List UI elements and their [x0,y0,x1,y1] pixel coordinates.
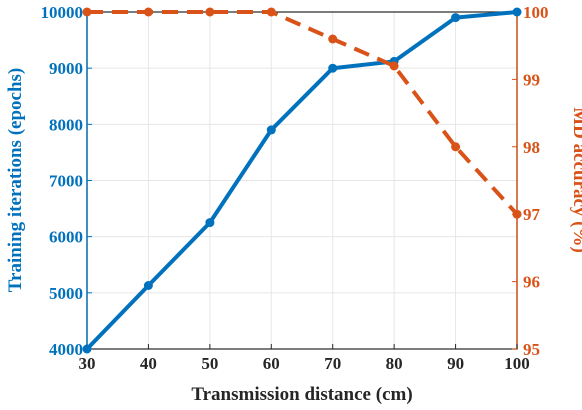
data-point-left [205,218,215,228]
data-point-right [205,7,215,17]
series-group [82,7,522,354]
data-point-right [512,209,522,219]
x-tick-label: 90 [447,354,464,373]
x-axis: 30 40 50 60 70 80 90 100 [79,344,530,373]
x-tick-label: 70 [324,354,341,373]
left-tick-label: 8000 [49,115,83,134]
left-tick-label: 7000 [49,172,83,191]
right-axis: 95 96 97 98 99 100 [512,3,549,359]
right-axis-title: MD accuracy (%) [569,107,582,253]
left-tick-label: 5000 [49,284,83,303]
data-point-left [328,63,338,73]
left-tick-label: 10000 [41,3,84,22]
x-tick-label: 50 [201,354,218,373]
x-tick-label: 60 [263,354,280,373]
data-point-right [266,7,276,17]
data-point-right [451,142,461,152]
left-tick-label: 6000 [49,228,83,247]
data-point-right [389,61,399,71]
right-tick-label: 99 [523,70,540,89]
x-axis-title: Transmission distance (cm) [191,384,412,405]
data-point-left [143,281,153,290]
x-tick-label: 40 [140,354,157,373]
grid [86,11,518,350]
x-tick-label: 80 [386,354,403,373]
data-point-left [451,13,461,23]
left-tick-label: 9000 [49,59,83,78]
left-axis: 4000 5000 6000 7000 8000 9000 10000 [41,3,92,359]
series-line-left [85,10,518,351]
left-axis-title: Training iterations (epochs) [5,68,26,292]
x-tick-label: 100 [504,354,530,373]
right-tick-label: 98 [523,138,540,157]
data-point-right [82,7,92,17]
data-point-right [143,7,153,17]
right-tick-label: 95 [523,340,540,359]
data-point-left [82,344,92,354]
right-tick-label: 100 [523,3,549,22]
data-point-right [328,34,338,44]
right-tick-label: 97 [523,205,541,224]
data-point-left [512,7,522,17]
series-line-right [87,10,519,216]
x-tick-label: 30 [79,354,96,373]
data-point-left [266,125,276,135]
left-tick-label: 4000 [49,340,83,359]
right-tick-label: 96 [523,273,540,292]
